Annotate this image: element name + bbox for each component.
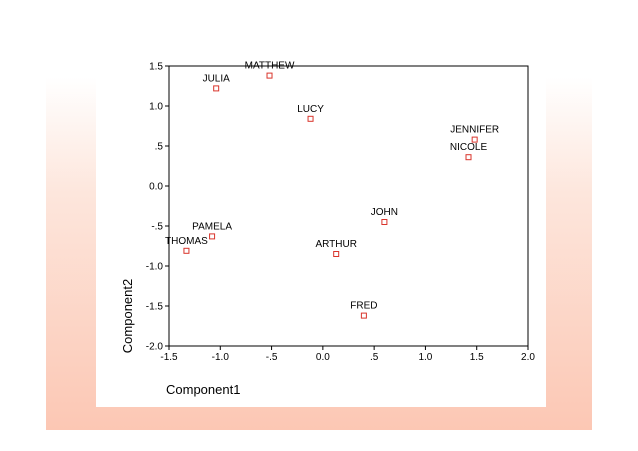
point-label: JENNIFER — [450, 125, 499, 136]
x-tick-label: -.5 — [266, 352, 278, 363]
x-tick-label: -1.0 — [212, 352, 230, 363]
scatter-point — [183, 247, 190, 254]
scatter-point — [381, 219, 388, 225]
point-label: JOHN — [371, 207, 398, 218]
scatter-point — [360, 312, 367, 319]
y-tick-label: -1.5 — [146, 302, 164, 313]
scatter-point — [333, 251, 340, 257]
x-axis-title: Component1 — [166, 382, 240, 397]
point-label: NICOLE — [450, 142, 488, 153]
x-tick-label: 1.0 — [418, 352, 432, 363]
y-tick-label: -1.0 — [146, 262, 164, 273]
y-tick-label: -.5 — [151, 222, 163, 233]
scatter-point — [213, 85, 220, 92]
x-tick-label: 1.5 — [470, 352, 484, 363]
scatter-point — [471, 136, 478, 143]
scatter-point — [209, 233, 216, 240]
point-label: JULIA — [203, 73, 231, 84]
point-label: ARTHUR — [315, 239, 356, 250]
x-tick-label: 0.0 — [316, 352, 330, 363]
scatter-point — [465, 154, 472, 161]
x-tick-label: -1.5 — [160, 352, 178, 363]
x-tick-label: .5 — [370, 352, 379, 363]
y-axis-title: Component2 — [120, 279, 135, 353]
plot-area-frame — [168, 65, 529, 347]
y-axis: 1.5 1.0 .5 0.0 -.5 -1.0 -1.5 -2.0 — [146, 62, 169, 353]
chart-panel — [96, 0, 546, 407]
point-label: PAMELA — [192, 221, 232, 232]
x-axis: -1.5 -1.0 -.5 0.0 .5 1.0 1.5 2.0 — [160, 346, 535, 363]
x-tick-label: 2.0 — [521, 352, 535, 363]
scatter-point — [307, 115, 314, 122]
y-tick-label: 0.0 — [149, 182, 163, 193]
scatter-point — [266, 72, 273, 79]
point-label: LUCY — [297, 104, 324, 115]
y-tick-label: 1.0 — [149, 102, 163, 113]
point-label: THOMAS — [165, 236, 208, 247]
data-points: MATTHEW JULIA LUCY JENNIFER NICOLE JOHN PAMELA… — [165, 61, 499, 319]
point-label: FRED — [350, 301, 377, 312]
point-label: MATTHEW — [245, 61, 295, 72]
y-tick-label: -2.0 — [146, 342, 164, 353]
y-tick-label: 1.5 — [149, 62, 163, 73]
y-tick-label: .5 — [155, 142, 164, 153]
